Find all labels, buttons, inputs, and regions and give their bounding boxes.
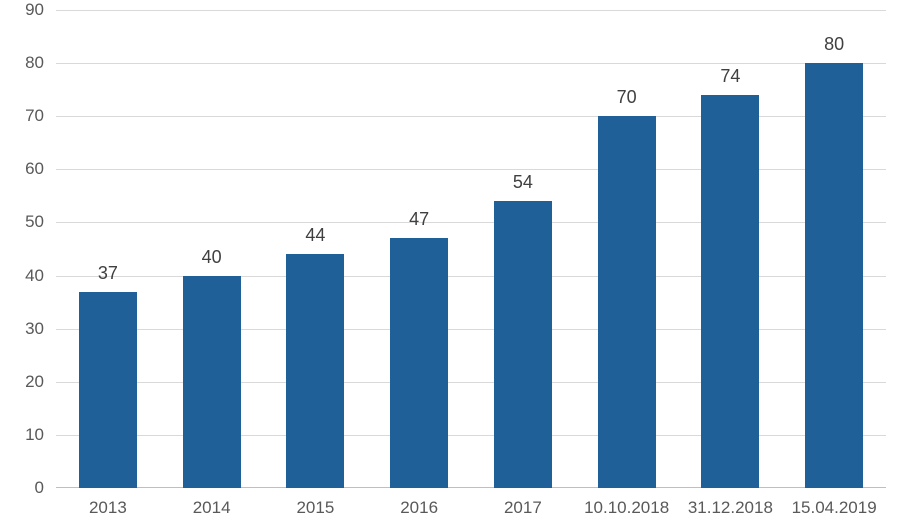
- gridline: [56, 276, 886, 277]
- gridline: [56, 169, 886, 170]
- y-tick-label: 80: [0, 53, 44, 73]
- gridline: [56, 63, 886, 64]
- gridline: [56, 116, 886, 117]
- bar: [494, 201, 552, 488]
- bar-value-label: 47: [409, 209, 429, 230]
- x-tick-label: 2014: [193, 498, 231, 518]
- x-tick-label: 2016: [400, 498, 438, 518]
- y-tick-label: 30: [0, 319, 44, 339]
- gridline: [56, 435, 886, 436]
- y-tick-label: 70: [0, 106, 44, 126]
- bar: [390, 238, 448, 488]
- plot-area: 37 40 44 47 54 70 74 80: [56, 10, 886, 488]
- x-tick-label: 10.10.2018: [584, 498, 669, 518]
- bar-value-label: 37: [98, 263, 118, 284]
- bar: [805, 63, 863, 488]
- bar: [598, 116, 656, 488]
- x-tick-label: 2015: [296, 498, 334, 518]
- bar-value-label: 40: [202, 247, 222, 268]
- gridline: [56, 10, 886, 11]
- bar: [183, 276, 241, 488]
- x-tick-label: 2013: [89, 498, 127, 518]
- y-tick-label: 60: [0, 159, 44, 179]
- bar-value-label: 80: [824, 34, 844, 55]
- y-tick-label: 50: [0, 212, 44, 232]
- bar: [286, 254, 344, 488]
- bar-value-label: 44: [305, 225, 325, 246]
- bar: [701, 95, 759, 488]
- y-tick-label: 10: [0, 425, 44, 445]
- x-tick-label: 15.04.2019: [792, 498, 877, 518]
- x-tick-label: 31.12.2018: [688, 498, 773, 518]
- gridline: [56, 222, 886, 223]
- y-tick-label: 20: [0, 372, 44, 392]
- gridline: [56, 329, 886, 330]
- gridline: [56, 382, 886, 383]
- x-axis-line: [56, 487, 886, 488]
- y-tick-label: 0: [0, 478, 44, 498]
- bar-value-label: 54: [513, 172, 533, 193]
- x-tick-label: 2017: [504, 498, 542, 518]
- bar-value-label: 70: [617, 87, 637, 108]
- y-tick-label: 90: [0, 0, 44, 20]
- y-tick-label: 40: [0, 266, 44, 286]
- bar-chart: 37 40 44 47 54 70 74 80 0 10 20 30 40 50 60 70 80 90 2013…: [0, 0, 901, 530]
- bar: [79, 292, 137, 489]
- bar-value-label: 74: [720, 66, 740, 87]
